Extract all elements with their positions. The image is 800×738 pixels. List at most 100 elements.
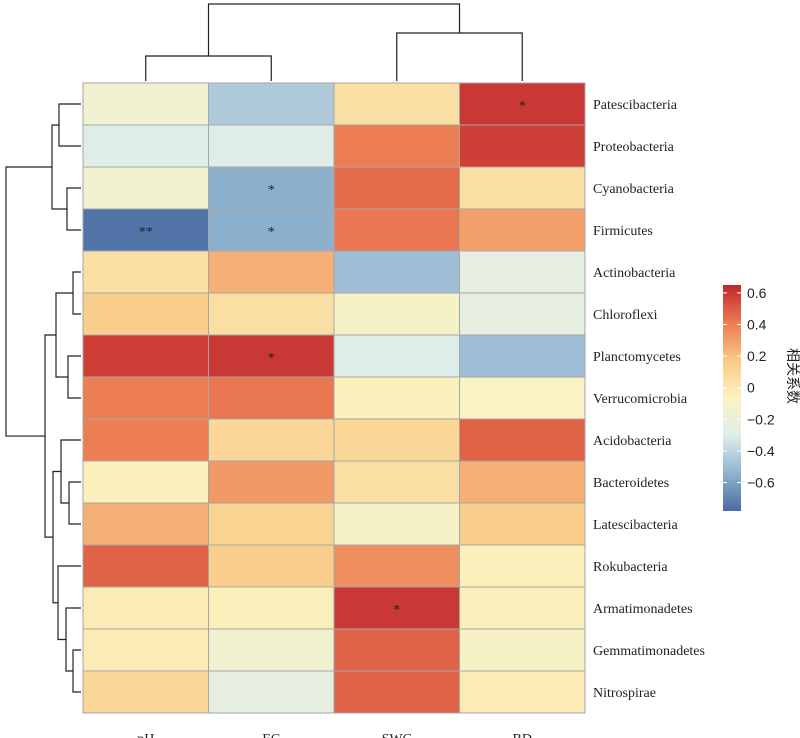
heatmap-cell (459, 124, 586, 168)
colorbar-title: 相关系数 (784, 348, 800, 404)
heatmap-cell (459, 292, 586, 336)
heatmap-cell (333, 124, 460, 168)
heatmap-cell (208, 166, 335, 210)
heatmap-cell (82, 544, 209, 588)
heatmap-cell (459, 628, 586, 672)
heatmap-cell (459, 544, 586, 588)
heatmap-cells (82, 82, 586, 714)
heatmap-cell (333, 460, 460, 504)
dendrogram-link (207, 3, 461, 56)
significance-mark: * (268, 351, 275, 366)
dendrogram-link (68, 481, 81, 525)
column-label: EC (262, 732, 280, 738)
dendrogram-link (52, 470, 61, 604)
heatmap-cell (208, 292, 335, 336)
row-label: Cyanobacteria (593, 182, 675, 197)
heatmap-cell (208, 124, 335, 168)
column-dendrogram (145, 3, 523, 81)
dendrogram-link (72, 271, 81, 315)
heatmap-cell (208, 460, 335, 504)
column-labels: pH EC SWC BD (137, 732, 532, 738)
colorbar-tick-label: 0.6 (747, 285, 767, 301)
row-label: Patescibacteria (593, 98, 678, 113)
heatmap-cell (333, 628, 460, 672)
dendrogram-link (60, 439, 81, 504)
heatmap-cell (82, 586, 209, 630)
heatmap-cell (333, 82, 460, 126)
heatmap-cell (82, 292, 209, 336)
heatmap-cell (208, 250, 335, 294)
significance-mark: ** (139, 225, 153, 240)
heatmap-cell (82, 124, 209, 168)
heatmap-cell (208, 628, 335, 672)
colorbar-gradient (723, 285, 741, 511)
heatmap-cell (333, 376, 460, 420)
heatmap-cell (459, 418, 586, 462)
row-label: Proteobacteria (593, 140, 675, 155)
heatmap-cell (208, 82, 335, 126)
heatmap-cell (333, 502, 460, 546)
heatmap-cell (82, 82, 209, 126)
heatmap-cell (459, 670, 586, 714)
heatmap-cell (82, 166, 209, 210)
heatmap-cell (333, 334, 460, 378)
colorbar-tick-label: 0 (747, 380, 755, 396)
significance-mark: * (393, 603, 400, 618)
heatmap-cell (208, 502, 335, 546)
heatmap-cell (459, 376, 586, 420)
colorbar-tick-label: 0.4 (747, 317, 767, 333)
dendrogram-link (145, 55, 272, 81)
row-label: Firmicutes (593, 224, 653, 239)
heatmap-cell (333, 166, 460, 210)
significance-mark: * (268, 225, 275, 240)
heatmap-cell (208, 376, 335, 420)
row-label: Rokubacteria (593, 560, 668, 575)
colorbar-ticks: 0.6 0.4 0.2 0 −0.2 −0.4 −0.6 (723, 285, 775, 491)
dendrogram-link (44, 334, 56, 538)
row-label: Gemmatimonadetes (593, 644, 705, 659)
colorbar-tick-label: 0.2 (747, 348, 767, 364)
heatmap-cell (459, 166, 586, 210)
heatmap-cell (82, 376, 209, 420)
heatmap-cell (459, 460, 586, 504)
dendrogram-link (57, 565, 81, 641)
heatmap-cell (333, 208, 460, 252)
heatmap-cell (208, 544, 335, 588)
row-label: Nitrospirae (593, 686, 656, 701)
row-labels: Patescibacteria Proteobacteria Cyanobacter… (593, 98, 705, 701)
dendrogram-link (66, 187, 81, 231)
heatmap-cell (82, 208, 209, 252)
dendrogram-link (72, 649, 81, 693)
heatmap-cell (459, 250, 586, 294)
heatmap-cell (82, 418, 209, 462)
row-label: Verrucomicrobia (593, 392, 688, 407)
row-label: Chloroflexi (593, 308, 658, 323)
row-dendrogram (5, 103, 81, 693)
heatmap-cell (333, 544, 460, 588)
heatmap-cell (82, 250, 209, 294)
dendrogram-link (55, 292, 73, 378)
heatmap-cell (459, 82, 586, 126)
heatmap-cell (82, 334, 209, 378)
heatmap-cell (208, 670, 335, 714)
heatmap-cell (82, 460, 209, 504)
heatmap-cell (82, 628, 209, 672)
dendrogram-link (58, 103, 81, 147)
row-label: Latescibacteria (593, 518, 679, 533)
significance-mark: * (519, 99, 526, 114)
colorbar: 0.6 0.4 0.2 0 −0.2 −0.4 −0.6 相关系数 (723, 285, 800, 511)
colorbar-tick-label: −0.2 (747, 411, 775, 427)
heatmap-cell (459, 334, 586, 378)
colorbar-tick-label: −0.6 (747, 475, 775, 491)
dendrogram-link (67, 355, 81, 399)
column-label: BD (513, 732, 532, 738)
heatmap-cell (333, 292, 460, 336)
heatmap-cell (82, 502, 209, 546)
heatmap-cell (459, 502, 586, 546)
heatmap-cell (333, 670, 460, 714)
heatmap-cell (333, 418, 460, 462)
heatmap-cell (208, 586, 335, 630)
colorbar-tick-label: −0.4 (747, 443, 775, 459)
heatmap-cell (459, 586, 586, 630)
